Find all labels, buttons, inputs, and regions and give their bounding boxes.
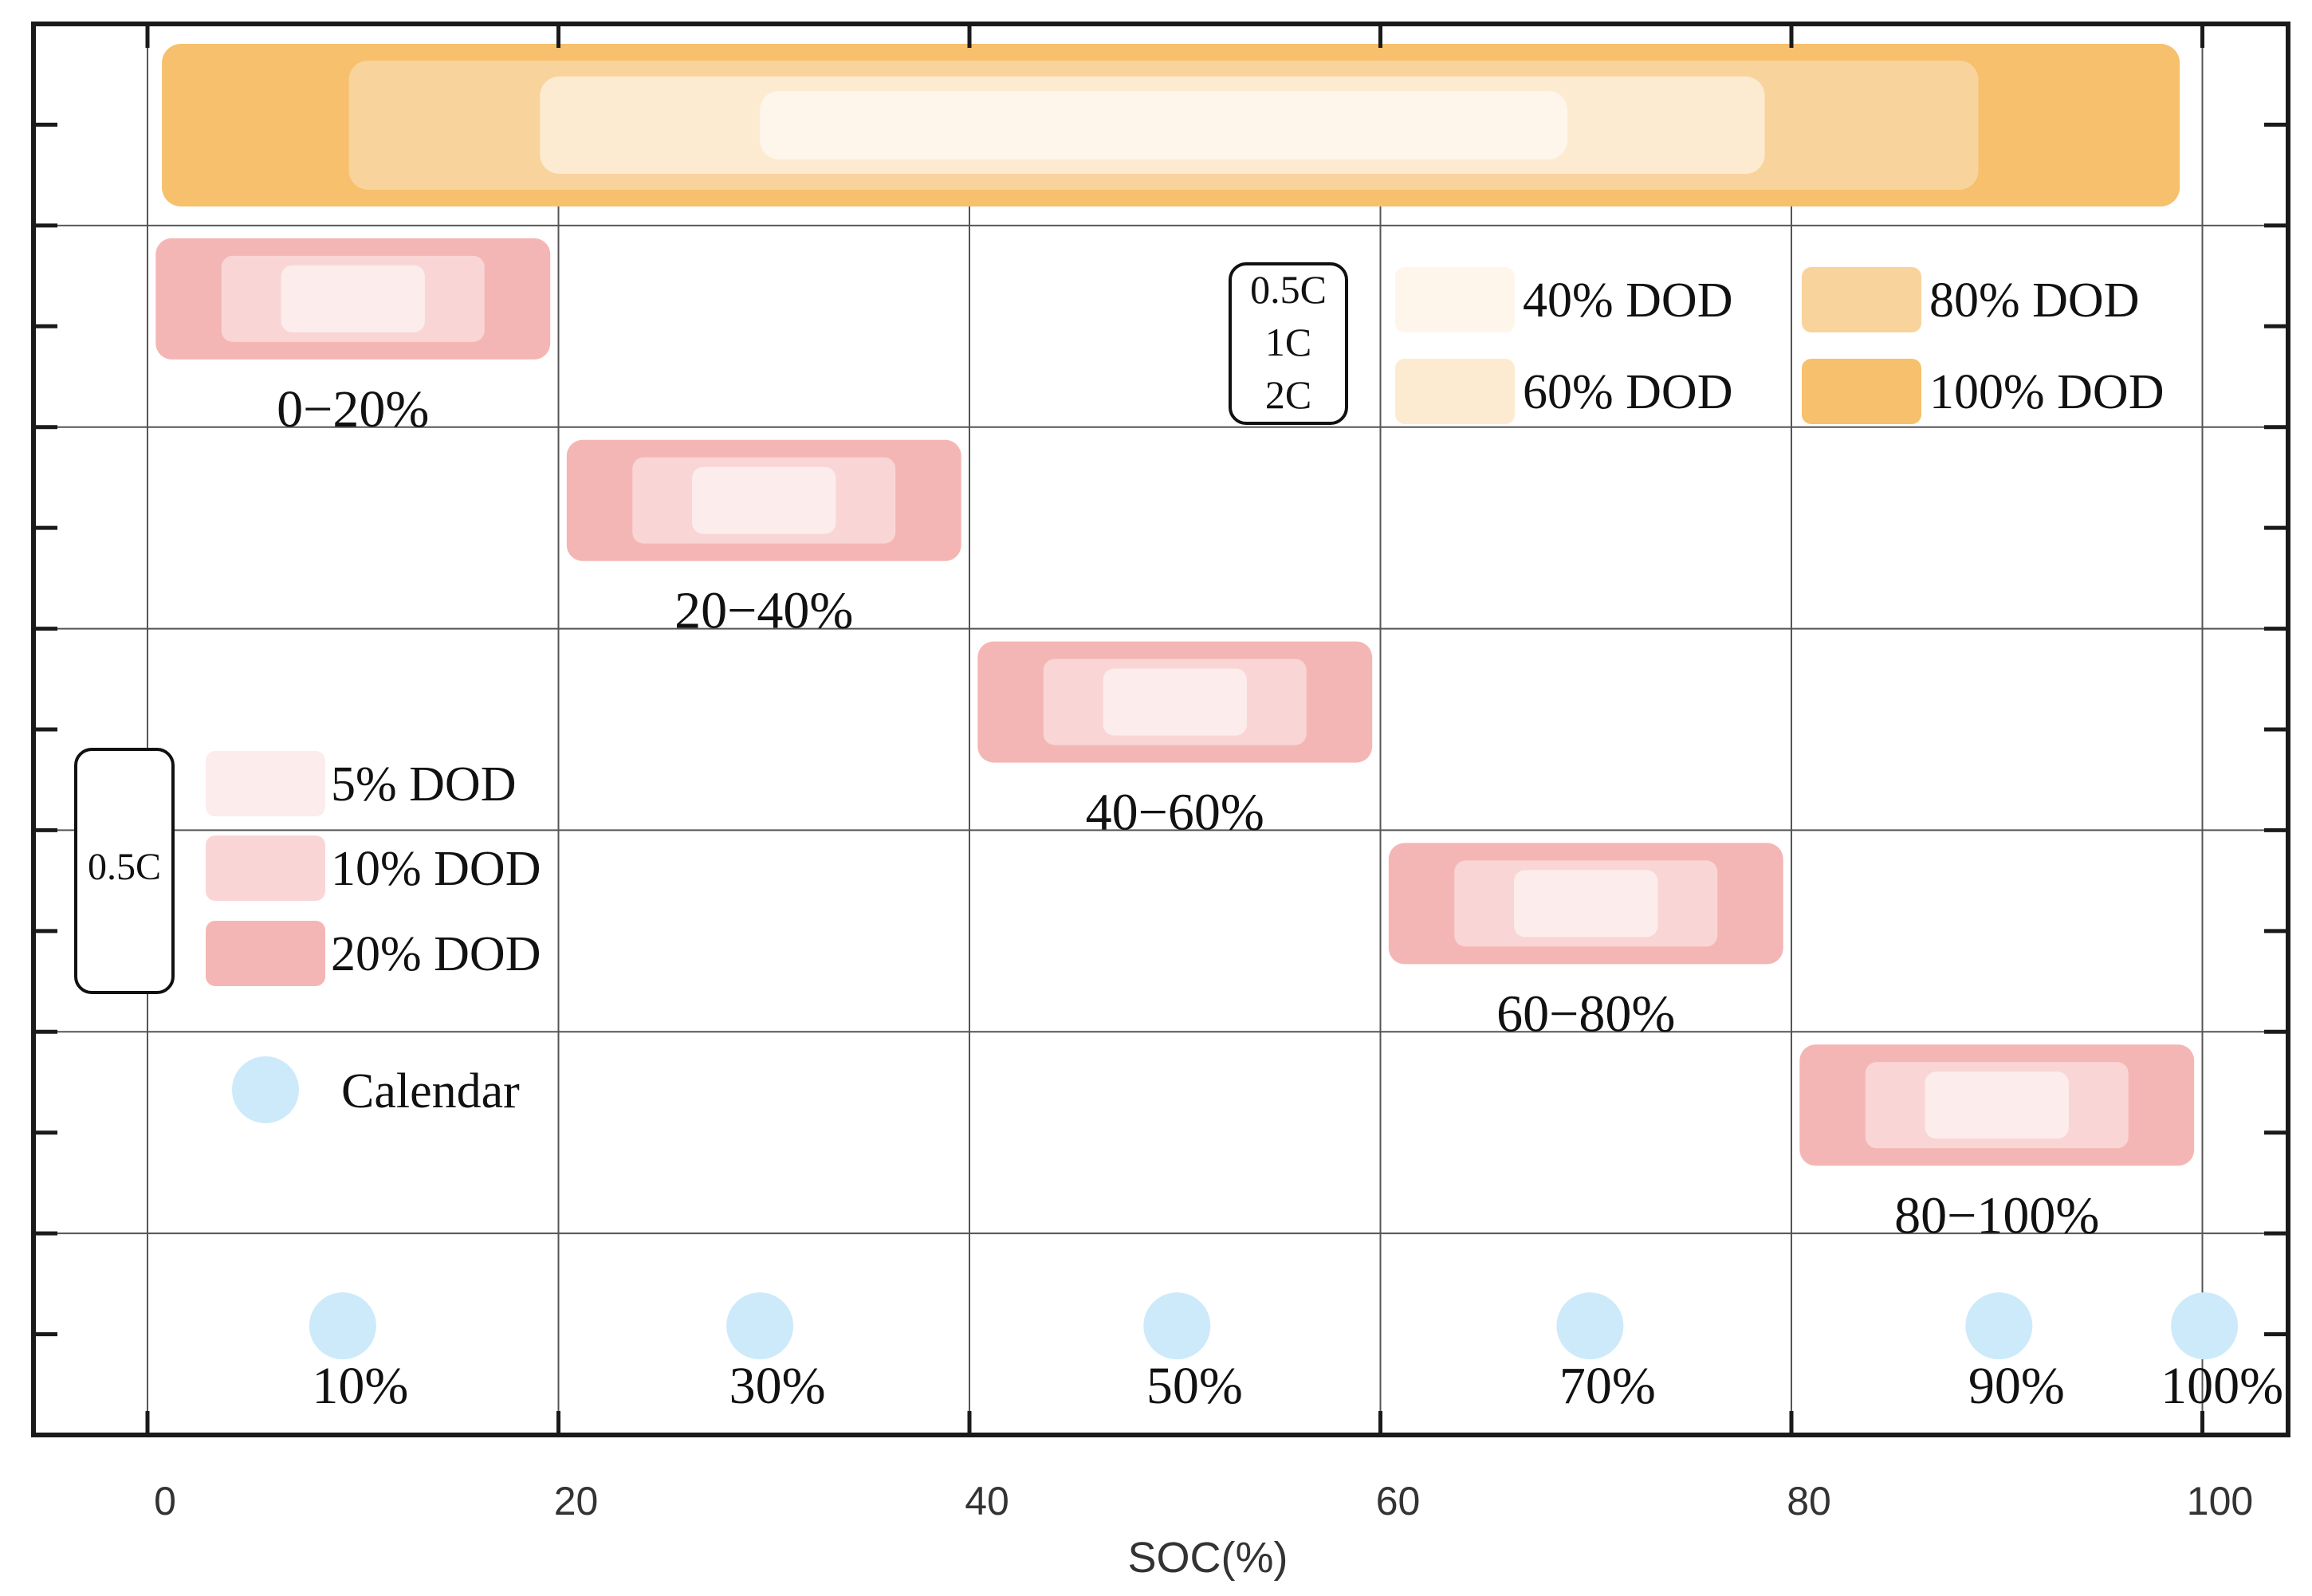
calendar-point xyxy=(1965,1292,2033,1360)
soc-window: 80−100% xyxy=(1799,1044,2195,1244)
rate-box-upper xyxy=(1229,262,1348,425)
window-bar-5-dod xyxy=(281,265,425,332)
legend-swatch xyxy=(206,921,325,986)
calendar-point xyxy=(1556,1292,1624,1360)
rate-label: 0.5C xyxy=(1250,267,1327,312)
window-bar-5-dod xyxy=(1103,668,1247,736)
rate-box-lower xyxy=(74,748,175,994)
window-bar-5-dod xyxy=(1514,870,1658,938)
calendar-point-label: 30% xyxy=(729,1357,826,1415)
calendar-point-label: 50% xyxy=(1146,1357,1243,1415)
calendar-points: 10% 30% 50% 70% 90% 100% xyxy=(309,1292,2283,1415)
axis-ticks: 0 20 40 60 80 100 xyxy=(33,24,2288,1523)
x-tick-label: 20 xyxy=(554,1479,599,1523)
calendar-point xyxy=(1143,1292,1211,1360)
x-tick-label: 40 xyxy=(965,1479,1009,1523)
legend-label: 5% DOD xyxy=(331,757,516,812)
soc-window: 20−40% xyxy=(566,439,961,640)
legend-calendar-marker xyxy=(232,1056,299,1123)
window-bar-5-dod xyxy=(692,466,836,534)
rate-label: 2C xyxy=(1265,372,1311,417)
x-tick-label: 100 xyxy=(2187,1479,2253,1523)
legend-label: 20% DOD xyxy=(331,927,541,981)
legend-calendar-label: Calendar xyxy=(341,1064,520,1118)
window-label: 20−40% xyxy=(674,582,853,640)
legend-label: 80% DOD xyxy=(1929,273,2139,328)
legend-swatch xyxy=(1802,267,1921,332)
calendar-point xyxy=(309,1292,376,1360)
window-label: 0−20% xyxy=(277,380,429,438)
x-tick-label: 80 xyxy=(1787,1479,1831,1523)
calendar-point xyxy=(2171,1292,2239,1360)
band-40-dod xyxy=(760,91,1568,159)
grid-lines xyxy=(33,24,2288,1435)
window-bar-5-dod xyxy=(1925,1071,2069,1139)
soc-windows: 0−20% 20−40% 40−60% 60−80% 80−100% xyxy=(155,238,2195,1244)
legend-label: 40% DOD xyxy=(1523,273,1732,328)
legend-swatch xyxy=(206,835,325,901)
window-label: 80−100% xyxy=(1894,1186,2099,1244)
legend-label: 100% DOD xyxy=(1929,365,2164,419)
window-label: 40−60% xyxy=(1086,784,1264,842)
x-tick-label: 60 xyxy=(1376,1479,1421,1523)
calendar-point-label: 100% xyxy=(2161,1357,2283,1415)
soc-window: 40−60% xyxy=(977,641,1373,842)
calendar-point-label: 90% xyxy=(1968,1357,2065,1415)
legend-swatch xyxy=(206,751,325,816)
calendar-point-label: 70% xyxy=(1559,1357,1656,1415)
legend-swatch xyxy=(1802,359,1921,424)
full-range-bands xyxy=(162,44,2180,206)
soc-window: 0−20% xyxy=(155,238,551,438)
rate-label: 1C xyxy=(1265,320,1311,364)
soc-window: 60−80% xyxy=(1388,843,1783,1043)
rate-label: 0.5C xyxy=(88,846,161,888)
calendar-point xyxy=(726,1292,794,1360)
window-label: 60−80% xyxy=(1496,985,1675,1043)
legend-swatch xyxy=(1395,359,1515,424)
x-tick-label: 0 xyxy=(154,1479,176,1523)
legend-upper: 0.5C 1C 2C 40% DOD 80% DOD 60% DOD 100% DOD xyxy=(1229,262,2164,425)
legend-swatch xyxy=(1395,267,1515,332)
calendar-point-label: 10% xyxy=(312,1357,408,1415)
legend-label: 10% DOD xyxy=(331,842,541,896)
legend-lower: 0.5C 5% DOD 10% DOD 20% DOD Calendar xyxy=(74,748,541,1123)
x-axis-label: SOC(%) xyxy=(1128,1534,1288,1582)
legend-label: 60% DOD xyxy=(1523,365,1732,419)
